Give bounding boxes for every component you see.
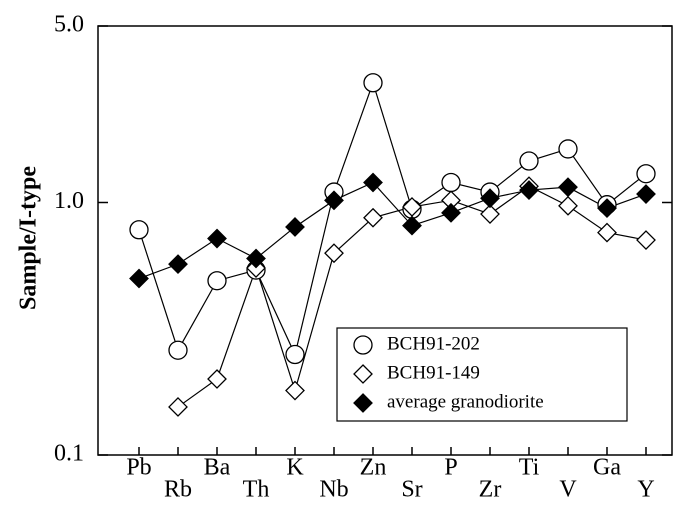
data-point <box>324 190 344 211</box>
x-tick-label: Th <box>243 477 270 503</box>
data-point <box>168 340 188 360</box>
x-tick-label: Ba <box>204 455 231 481</box>
data-point <box>441 202 461 223</box>
data-point <box>363 73 383 93</box>
x-tick-label: Rb <box>164 477 192 503</box>
data-point <box>636 184 656 204</box>
data-point <box>207 228 227 249</box>
data-point <box>207 271 227 291</box>
y-axis-label: Sample/I-type <box>16 166 42 310</box>
x-tick-label: Ga <box>593 455 621 481</box>
data-point <box>285 217 305 237</box>
legend-label: BCH91-202 <box>387 333 480 354</box>
y-tick-label: 5.0 <box>54 12 84 38</box>
legend-label: BCH91-149 <box>387 362 480 383</box>
data-point <box>168 397 188 417</box>
data-point <box>558 139 578 159</box>
data-point <box>480 188 500 209</box>
data-point <box>285 344 305 365</box>
data-point <box>129 220 149 240</box>
data-point <box>363 207 383 228</box>
x-tick-label: P <box>444 455 457 481</box>
plot-frame <box>97 25 673 456</box>
data-point <box>168 254 188 275</box>
series-line <box>138 181 647 280</box>
legend-marker <box>353 335 373 355</box>
x-tick-label: Zr <box>479 477 502 503</box>
data-point <box>636 164 656 184</box>
x-tick-label: Y <box>637 477 654 503</box>
data-point <box>558 195 578 216</box>
data-point <box>246 248 266 269</box>
x-tick-label: Sr <box>401 477 422 503</box>
series-line <box>138 80 647 357</box>
data-point <box>558 177 578 198</box>
legend-label: average granodiorite <box>387 391 544 412</box>
legend-box <box>336 327 628 422</box>
data-point <box>129 268 149 289</box>
data-point <box>324 243 344 264</box>
data-point <box>207 369 227 389</box>
x-tick-label: Ti <box>519 455 540 481</box>
data-point <box>402 215 422 236</box>
legend: BCH91-202 BCH91-149 average granodiorite <box>336 327 628 422</box>
data-point <box>519 180 539 200</box>
x-tick-label: K <box>286 455 304 481</box>
x-tick-label: Pb <box>126 455 151 481</box>
data-point <box>597 198 617 219</box>
data-point <box>636 230 656 250</box>
x-tick-label: Nb <box>319 477 348 503</box>
y-tick-label: 0.1 <box>54 441 84 467</box>
x-tick-label: V <box>559 477 577 503</box>
legend-marker <box>353 364 373 384</box>
data-point <box>285 380 305 401</box>
data-point <box>480 204 500 224</box>
data-point <box>519 151 539 171</box>
x-tick-label: Zn <box>360 455 387 481</box>
legend-marker <box>353 393 373 413</box>
data-point <box>441 172 461 193</box>
data-point <box>363 172 383 193</box>
y-tick-label: 1.0 <box>54 188 84 214</box>
data-point <box>597 222 617 243</box>
